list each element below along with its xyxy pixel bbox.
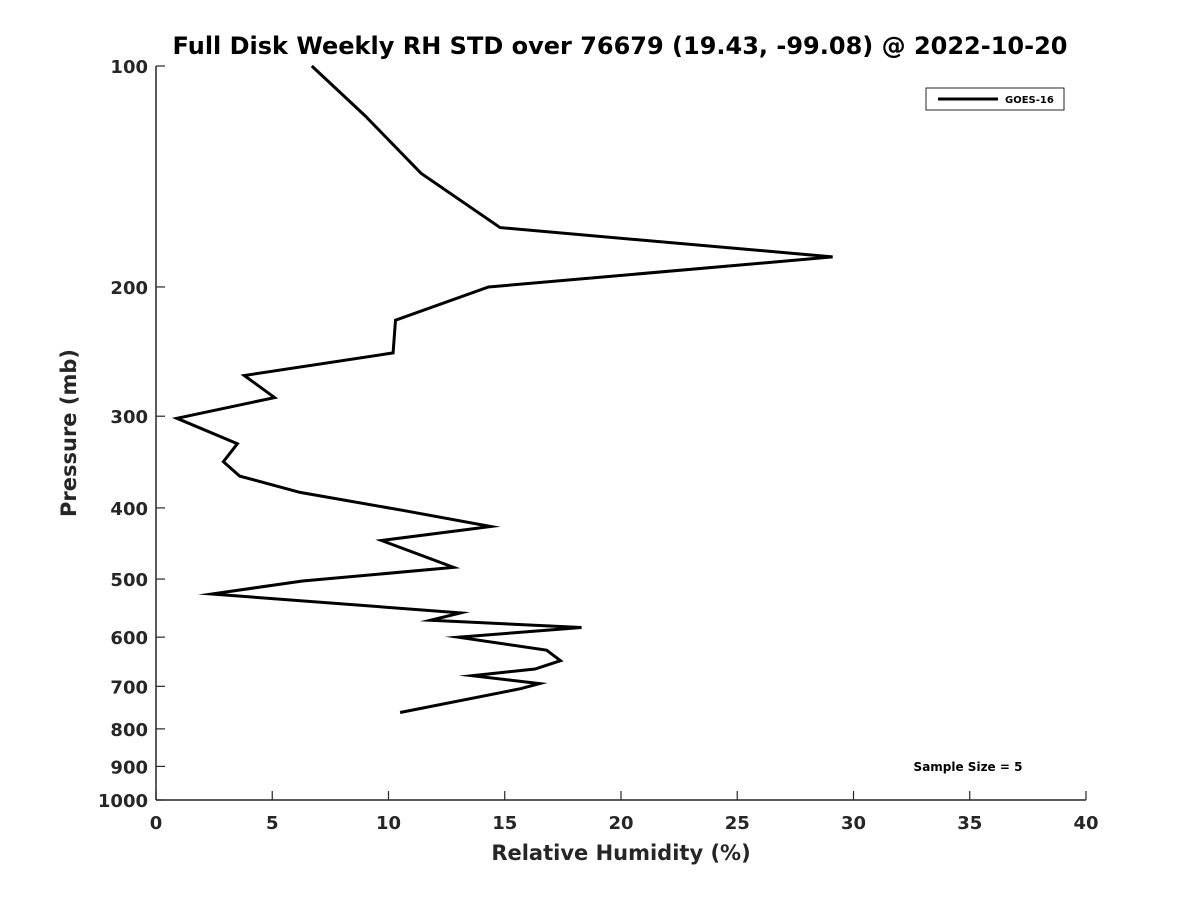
x-tick-label: 20	[608, 813, 633, 834]
x-tick-label: 35	[957, 813, 982, 834]
x-tick-label: 40	[1073, 813, 1098, 834]
chart-title: Full Disk Weekly RH STD over 76679 (19.4…	[173, 32, 1068, 60]
y-axis-ticks: 100 200 300 400 500 600 700 800 900 1000	[98, 57, 165, 812]
y-tick-label: 100	[110, 57, 148, 78]
y-tick-label: 300	[110, 407, 148, 428]
y-tick-label: 500	[110, 570, 148, 591]
series-line-goes-16	[171, 64, 833, 714]
y-tick-label: 600	[110, 628, 148, 649]
series-layer	[171, 64, 833, 714]
y-tick-label: 200	[110, 278, 148, 299]
y-tick-label: 700	[110, 677, 148, 698]
y-tick-label: 1000	[98, 791, 148, 812]
x-axis-ticks: 0 5 10 15 20 25 30 35 40	[150, 791, 1099, 834]
y-tick-label: 400	[110, 499, 148, 520]
legend-label-goes-16: GOES-16	[1005, 95, 1054, 106]
x-tick-label: 10	[376, 813, 401, 834]
y-tick-label: 900	[110, 757, 148, 778]
legend: GOES-16	[925, 87, 1065, 111]
plot-frame	[155, 66, 1086, 801]
x-tick-label: 0	[150, 813, 163, 834]
x-tick-label: 5	[266, 813, 279, 834]
x-tick-label: 15	[492, 813, 517, 834]
x-tick-label: 25	[725, 813, 750, 834]
sample-size-annotation: Sample Size = 5	[914, 760, 1023, 774]
y-tick-label: 800	[110, 720, 148, 741]
x-tick-label: 30	[841, 813, 866, 834]
x-axis-title: Relative Humidity (%)	[491, 841, 750, 865]
y-axis-title: Pressure (mb)	[57, 349, 81, 517]
